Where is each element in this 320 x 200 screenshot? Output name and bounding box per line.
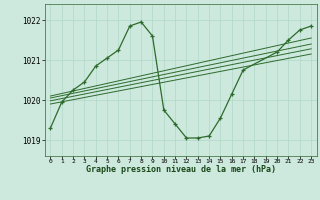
X-axis label: Graphe pression niveau de la mer (hPa): Graphe pression niveau de la mer (hPa) [86, 165, 276, 174]
